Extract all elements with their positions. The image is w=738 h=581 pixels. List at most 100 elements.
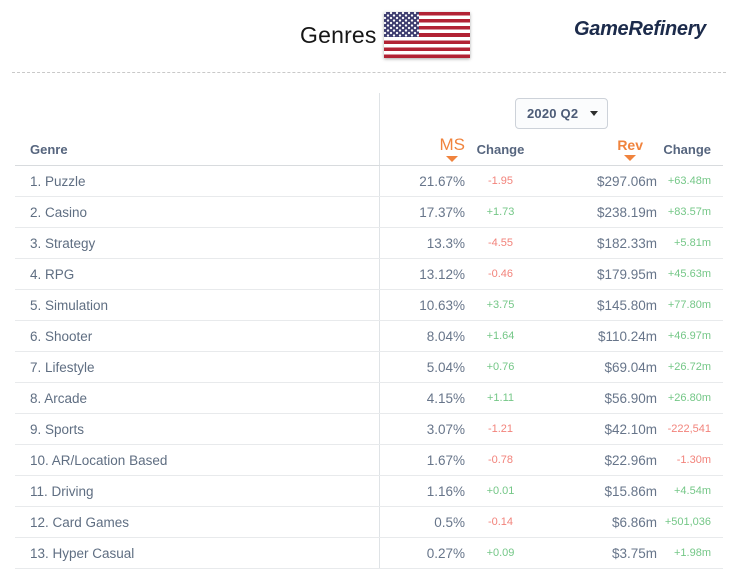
market-share-change-cell: +1.73 [486, 206, 515, 218]
revenue-cell: $69.04m [604, 359, 657, 375]
market-share-cell: 17.37% [419, 204, 465, 220]
table-row[interactable]: 12. Card Games 0.5% -0.14 $6.86m +501,03… [15, 507, 723, 538]
table-row[interactable]: 1. Puzzle 21.67% -1.95 $297.06m +63.48m [15, 166, 723, 197]
column-divider-line [379, 93, 380, 569]
genre-cell: 7. Lifestyle [30, 359, 95, 375]
us-flag-icon [383, 12, 470, 58]
table-row[interactable]: 6. Shooter 8.04% +1.64 $110.24m +46.97m [15, 321, 723, 352]
quarter-dropdown[interactable]: 2020 Q2 [515, 98, 608, 129]
genre-cell: 8. Arcade [30, 390, 88, 406]
revenue-cell: $110.24m [597, 328, 657, 344]
sort-desc-icon [624, 154, 637, 161]
market-share-change-cell: +3.75 [486, 299, 515, 311]
market-share-change-cell: -1.21 [487, 423, 514, 435]
column-header-rev-change[interactable]: Change [663, 141, 711, 157]
table-row[interactable]: 11. Driving 1.16% +0.01 $15.86m +4.54m [15, 476, 723, 507]
market-share-cell: 8.04% [426, 328, 465, 344]
column-header-ms-change[interactable]: Change [476, 141, 525, 157]
market-share-cell: 4.15% [426, 390, 465, 406]
genres-table: Genre MS Change Rev Change 1. Puzzle 21.… [15, 133, 723, 569]
header-divider [12, 72, 726, 73]
table-row[interactable]: 3. Strategy 13.3% -4.55 $182.33m +5.81m [15, 228, 723, 259]
column-header-rev[interactable]: Rev [536, 138, 657, 161]
market-share-change-cell: -4.55 [487, 237, 514, 249]
revenue-change-cell: -222,541 [667, 423, 711, 435]
revenue-cell: $15.86m [604, 483, 657, 499]
chevron-down-icon [590, 111, 598, 116]
genre-cell: 2. Casino [30, 204, 88, 220]
market-share-cell: 13.12% [419, 266, 465, 282]
market-share-change-cell: -0.46 [487, 268, 514, 280]
table-body: 1. Puzzle 21.67% -1.95 $297.06m +63.48m … [15, 166, 723, 569]
quarter-dropdown-value: 2020 Q2 [527, 106, 579, 121]
market-share-cell: 21.67% [419, 173, 465, 189]
market-share-change-cell: +0.01 [486, 485, 515, 497]
market-share-cell: 5.04% [426, 359, 465, 375]
revenue-cell: $182.33m [596, 235, 657, 251]
genre-cell: 11. Driving [30, 483, 94, 499]
sort-desc-icon [446, 156, 459, 162]
revenue-cell: $6.86m [611, 514, 657, 530]
table-row[interactable]: 7. Lifestyle 5.04% +0.76 $69.04m +26.72m [15, 352, 723, 383]
market-share-cell: 13.3% [426, 235, 465, 251]
revenue-change-cell: +63.48m [667, 175, 711, 187]
table-row[interactable]: 9. Sports 3.07% -1.21 $42.10m -222,541 [15, 414, 723, 445]
rev-header-label: Rev [617, 136, 643, 153]
genre-cell: 6. Shooter [30, 328, 93, 344]
revenue-change-cell: +45.63m [667, 268, 711, 280]
gamerefinery-logo: GameRefinery [573, 18, 706, 40]
market-share-cell: 1.16% [426, 483, 465, 499]
genre-cell: 1. Puzzle [30, 173, 86, 189]
revenue-change-cell: +46.97m [667, 330, 711, 342]
revenue-cell: $145.80m [596, 297, 657, 313]
revenue-cell: $238.19m [596, 204, 657, 220]
genre-cell: 12. Card Games [30, 514, 130, 530]
market-share-change-cell: +1.11 [486, 392, 515, 404]
revenue-change-cell: +4.54m [674, 485, 711, 497]
genre-cell: 10. AR/Location Based [30, 452, 168, 468]
table-header-row: Genre MS Change Rev Change [15, 133, 723, 166]
flag-canton [383, 12, 419, 37]
revenue-cell: $42.10m [604, 421, 657, 437]
market-share-change-cell: -1.95 [487, 175, 514, 187]
revenue-change-cell: +26.72m [667, 361, 711, 373]
market-share-cell: 1.67% [426, 452, 465, 468]
revenue-cell: $297.06m [596, 173, 657, 189]
revenue-change-cell: -1.30m [676, 454, 711, 466]
genre-cell: 4. RPG [30, 266, 75, 282]
page-header: Genres [300, 12, 470, 58]
market-share-change-cell: -0.78 [487, 454, 514, 466]
table-row[interactable]: 5. Simulation 10.63% +3.75 $145.80m +77.… [15, 290, 723, 321]
table-row[interactable]: 2. Casino 17.37% +1.73 $238.19m +83.57m [15, 197, 723, 228]
revenue-change-cell: +1.98m [674, 547, 711, 559]
revenue-cell: $56.90m [604, 390, 657, 406]
revenue-change-cell: +83.57m [667, 206, 711, 218]
ms-header-label: MS [439, 135, 466, 154]
revenue-cell: $3.75m [611, 545, 657, 561]
market-share-cell: 0.27% [426, 545, 465, 561]
column-header-genre: Genre [30, 141, 68, 157]
revenue-change-cell: +501,036 [664, 516, 711, 528]
market-share-change-cell: +0.76 [486, 361, 515, 373]
column-header-ms[interactable]: MS [379, 136, 465, 162]
revenue-change-cell: +77.80m [667, 299, 711, 311]
genre-cell: 13. Hyper Casual [30, 545, 135, 561]
market-share-change-cell: +1.64 [486, 330, 515, 342]
table-row[interactable]: 4. RPG 13.12% -0.46 $179.95m +45.63m [15, 259, 723, 290]
table-row[interactable]: 13. Hyper Casual 0.27% +0.09 $3.75m +1.9… [15, 538, 723, 569]
genre-cell: 5. Simulation [30, 297, 109, 313]
market-share-change-cell: +0.09 [486, 547, 515, 559]
genre-cell: 9. Sports [30, 421, 85, 437]
market-share-cell: 3.07% [426, 421, 465, 437]
market-share-cell: 10.63% [419, 297, 465, 313]
revenue-cell: $22.96m [604, 452, 657, 468]
market-share-change-cell: -0.14 [487, 516, 514, 528]
table-row[interactable]: 8. Arcade 4.15% +1.11 $56.90m +26.80m [15, 383, 723, 414]
table-row[interactable]: 10. AR/Location Based 1.67% -0.78 $22.96… [15, 445, 723, 476]
revenue-cell: $179.95m [596, 266, 657, 282]
market-share-cell: 0.5% [434, 514, 465, 530]
page-title: Genres [300, 21, 377, 48]
revenue-change-cell: +5.81m [674, 237, 711, 249]
revenue-change-cell: +26.80m [667, 392, 711, 404]
genre-cell: 3. Strategy [30, 235, 96, 251]
